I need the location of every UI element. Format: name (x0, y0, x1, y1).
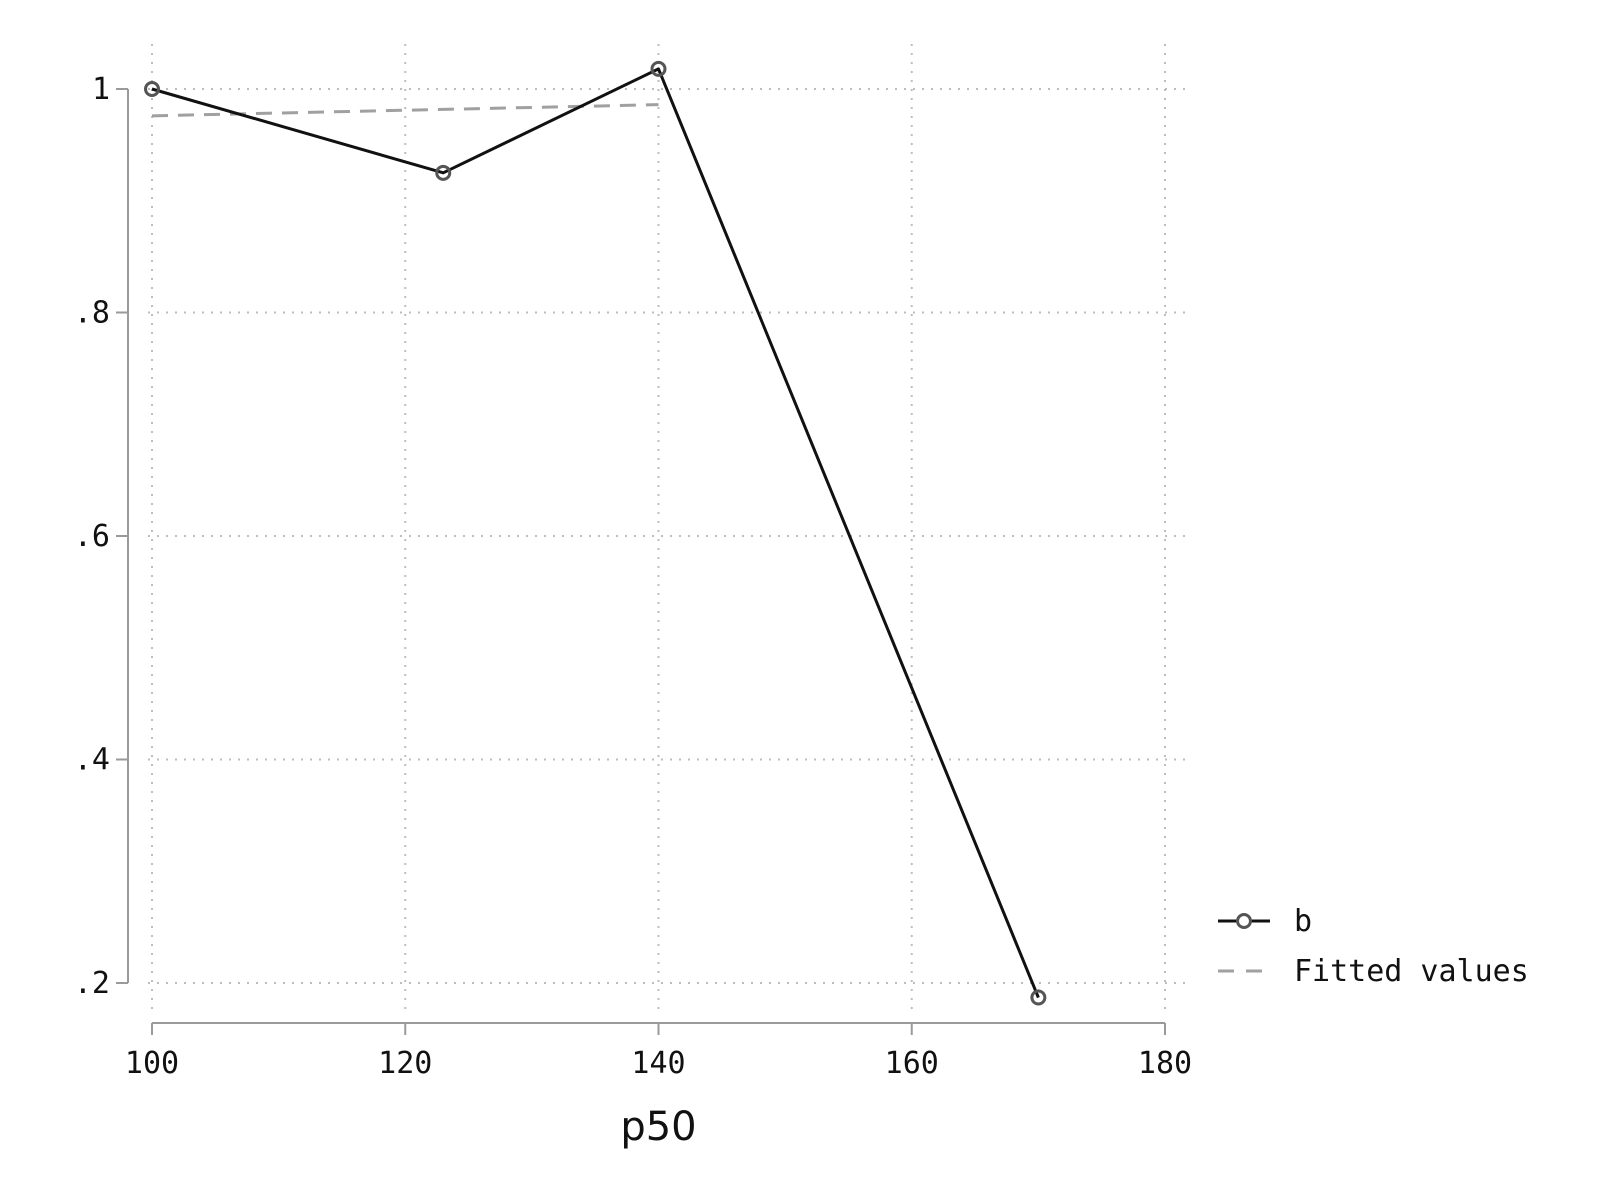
x-tick-label: 140 (631, 1046, 685, 1081)
grid (148, 44, 1188, 1009)
x-tick-label: 100 (125, 1046, 179, 1081)
legend-marker-b (1236, 913, 1252, 929)
y-tick-label: .2 (74, 966, 110, 1001)
y-tick-label: .8 (74, 296, 110, 331)
data-point-b (650, 60, 667, 77)
y-tick-label: .4 (74, 743, 110, 778)
series (144, 60, 1047, 1006)
x-axis-title: p50 (620, 1104, 696, 1150)
data-point-b (435, 164, 452, 181)
data-point-b (1030, 989, 1047, 1006)
x-tick-label: 180 (1138, 1046, 1192, 1081)
x-tick-label: 160 (885, 1046, 939, 1081)
y-tick-label: .6 (74, 519, 110, 554)
legend: b Fitted values (1218, 904, 1529, 989)
y-axis-ticks: .2 .4 .6 .8 1 (74, 72, 128, 1001)
legend-label-b: b (1294, 904, 1312, 939)
x-tick-label: 120 (378, 1046, 432, 1081)
y-tick-label: 1 (92, 72, 110, 107)
legend-label-fitted-values: Fitted values (1294, 954, 1529, 989)
series-line-b (151, 67, 1040, 999)
axes: .2 .4 .6 .8 1 100 120 140 160 180 (74, 72, 1192, 1081)
x-axis-ticks: 100 120 140 160 180 (125, 1023, 1192, 1081)
data-point-b (144, 81, 160, 97)
